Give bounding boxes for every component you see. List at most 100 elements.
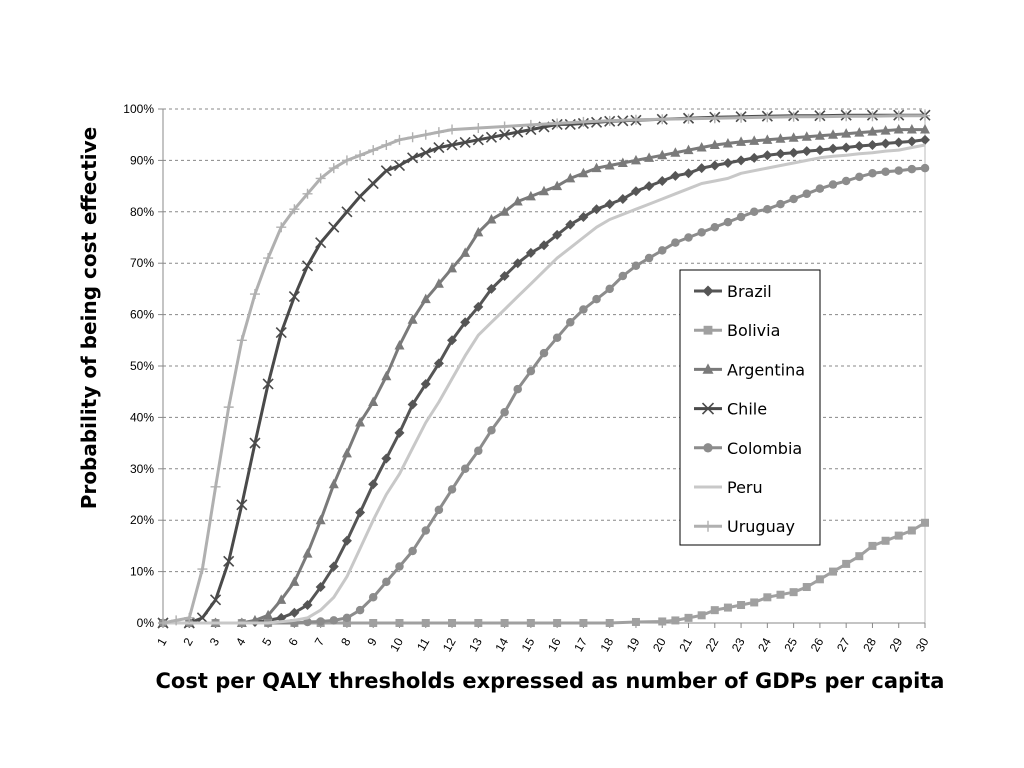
data-point [703,443,713,453]
data-point [591,204,602,215]
legend-label: Brazil [727,282,772,301]
data-point [921,518,929,527]
data-point [487,426,496,435]
data-point [702,520,714,532]
data-point [342,619,351,627]
data-point [788,132,799,142]
data-point [736,155,747,166]
y-axis-title: Probability of being cost effective [77,127,101,509]
data-point [736,136,747,146]
data-point [472,134,484,146]
data-point [696,163,707,174]
data-point [802,583,811,592]
data-point [382,577,391,587]
data-point [578,116,589,127]
y-tick-label: 70% [130,256,154,270]
data-point [499,129,511,141]
series-colombia [158,163,930,628]
gridlines [163,108,926,623]
data-point [828,180,838,189]
data-point [249,437,261,449]
data-point [565,219,576,230]
data-point [486,283,497,294]
data-point [578,167,589,178]
data-point [701,402,715,415]
data-point [473,226,484,237]
data-point [762,134,773,144]
data-point [473,123,484,134]
data-point [702,285,714,297]
data-point [697,228,706,237]
data-point [499,271,510,282]
data-point [381,139,392,150]
x-tick-label: 30 [913,635,932,654]
data-point [394,339,405,350]
x-tick-label: 5 [259,635,275,648]
data-point [631,617,640,626]
data-point [591,162,602,173]
data-point [684,613,693,622]
data-point [395,562,404,571]
data-point [485,131,498,143]
data-point [512,196,523,206]
data-point [855,172,864,182]
x-tick-label: 22 [703,635,722,654]
x-tick-label: 2 [180,635,196,648]
data-point [657,149,668,160]
y-tick-label: 40% [130,410,154,424]
data-point [881,167,890,176]
legend-item-peru: Peru [694,478,763,497]
data-point [630,154,641,165]
x-tick-label: 29 [887,635,906,654]
data-point [302,188,313,199]
data-point [684,233,693,242]
data-point [341,155,352,166]
x-tick-label: 26 [808,635,827,654]
data-point [526,366,536,376]
data-point [315,173,326,184]
x-tick-label: 4 [233,635,249,648]
data-point [355,150,366,161]
series-uruguay [158,110,930,628]
data-point [854,141,865,152]
data-point [433,278,444,288]
data-point [459,136,471,148]
data-point [407,132,418,143]
data-point [341,535,352,546]
x-tick-label: 15 [519,635,538,654]
legend-label: Colombia [727,439,802,458]
x-tick-label: 28 [860,635,879,654]
data-point [893,124,904,134]
data-point [841,142,852,153]
data-point [618,271,628,281]
data-point [302,548,313,558]
data-point [474,619,483,627]
data-point [920,124,930,134]
data-point [368,479,379,490]
data-point [369,619,378,627]
data-point [407,152,419,164]
data-point [367,177,379,190]
data-point [604,115,615,126]
data-point [868,169,877,178]
data-point [710,606,719,615]
data-point [788,111,799,122]
data-point [288,291,300,303]
data-point [617,193,628,204]
data-point [644,152,655,162]
data-point [393,159,406,172]
data-point [828,129,839,139]
data-point [474,446,483,456]
data-point [315,514,326,525]
data-point [408,546,417,556]
data-point [368,145,379,156]
data-point [880,125,891,135]
data-point [815,575,824,584]
data-point [631,261,641,271]
data-point [433,358,444,369]
data-point [302,600,313,611]
data-point [341,206,353,218]
x-tick-label: 9 [364,635,380,648]
x-tick-label: 25 [781,635,800,654]
legend: Brazil Bolivia Argentina Chile Colombia Peru U… [679,269,821,546]
